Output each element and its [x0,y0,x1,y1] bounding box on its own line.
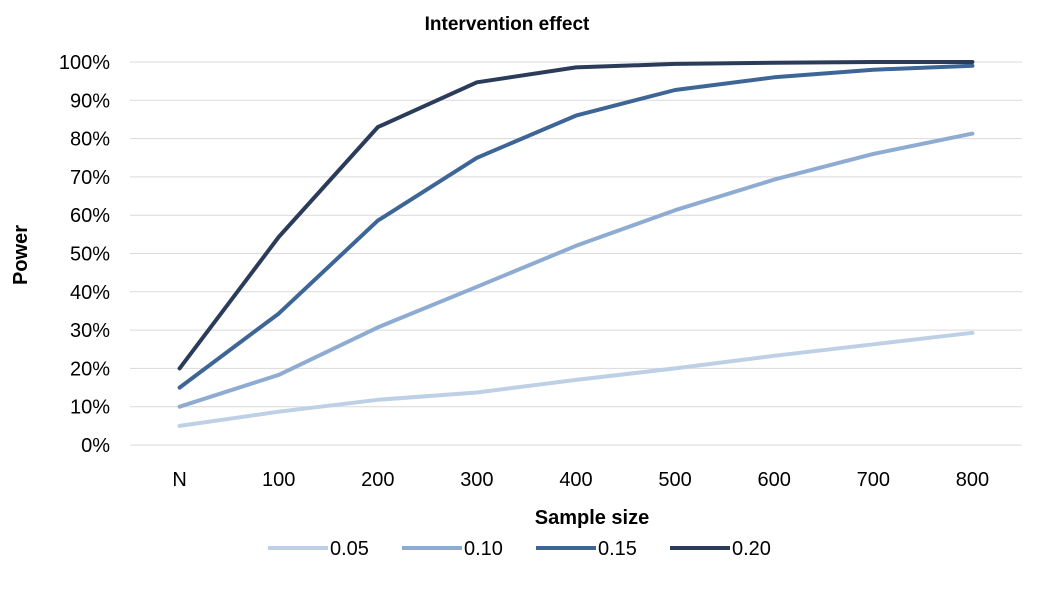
legend-label: 0.05 [330,538,369,560]
x-tick-label: 600 [758,469,791,491]
y-tick-label: 30% [70,320,110,342]
y-tick-label: 0% [81,435,110,457]
series-line-0.20 [177,60,975,371]
y-tick-label: 70% [70,167,110,189]
x-axis-title: Sample size [535,507,650,529]
x-tick-label: 200 [361,469,394,491]
legend-label: 0.15 [598,538,637,560]
x-tick-label: 500 [658,469,691,491]
x-tick-label: 100 [262,469,295,491]
legend-label: 0.20 [732,538,771,560]
x-tick-label: 300 [460,469,493,491]
y-tick-label: 60% [70,205,110,227]
legend-label: 0.10 [464,538,503,560]
y-tick-label: 90% [70,90,110,112]
series-line-0.10 [177,131,975,409]
chart-title: Intervention effect [425,14,590,35]
gridlines [130,61,1022,446]
y-tick-label: 100% [59,52,110,74]
y-tick-label: 80% [70,129,110,151]
y-tick-label: 10% [70,397,110,419]
x-tick-label: 400 [559,469,592,491]
y-axis-title: Power [10,225,32,285]
x-axis-ticks: N 100 200 300 400 500 600 700 800 [172,469,989,491]
y-tick-label: 50% [70,244,110,266]
x-tick-label: 700 [857,469,890,491]
legend: 0.05 0.10 0.15 0.20 [268,538,771,560]
y-axis-ticks: 0% 10% 20% 30% 40% 50% 60% 70% 80% 90% 100% [59,52,110,457]
series-lines [177,60,975,428]
x-tick-label: 800 [956,469,989,491]
y-tick-label: 20% [70,358,110,380]
series-line-0.05 [177,330,975,428]
y-tick-label: 40% [70,282,110,304]
x-tick-label: N [172,469,186,491]
series-line-0.15 [177,63,975,390]
